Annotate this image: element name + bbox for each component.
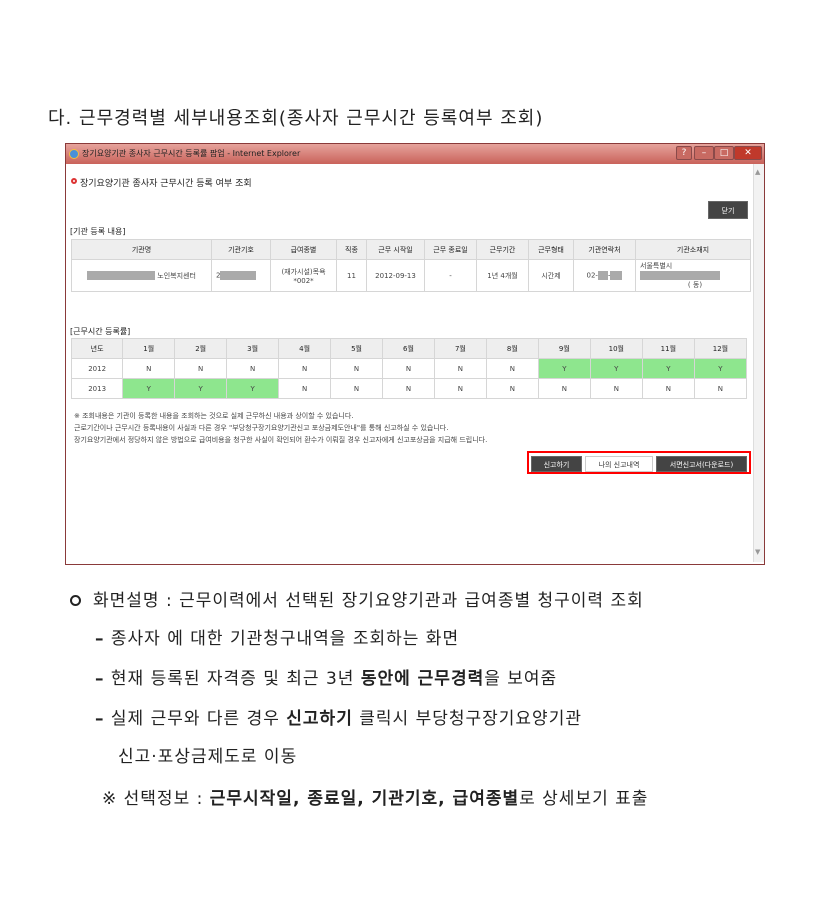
download-form-button[interactable]: 서면신고서(다운로드) [656,456,747,472]
col-header: 5월 [330,338,383,359]
scrollbar[interactable]: ▲ ▼ [753,164,764,562]
col-header: 근무형태 [528,239,574,260]
bullet-icon [71,178,77,184]
col-header: 4월 [278,338,332,359]
col-header: 기관명 [71,239,212,260]
cell-form: 시간제 [528,259,574,292]
registration-table: 기관명 기관기호 급여종별 직종 근무 시작일 근무 종료일 근무기간 근무형태… [71,239,751,292]
bullet-item: – 실제 근무와 다른 경우 신고하기 클릭시 부당청구장기요양기관 [95,709,582,729]
month-cell: N [330,358,383,379]
col-header: 기관기호 [211,239,271,260]
month-cell: N [174,358,228,379]
col-header: 3월 [226,338,280,359]
work-hours-table: 년도 1월 2월 3월 4월 5월 6월 7월 8월 9월 10월 11월 12월 2012 N N N N N N N… [70,338,748,399]
table-row: 2013 Y Y Y N N N N N N N N N [70,378,748,399]
month-cell: N [485,378,539,399]
scroll-down-icon[interactable]: ▼ [755,548,761,556]
table-row: 2012 N N N N N N N N Y Y Y Y [70,358,748,379]
col-header: 9월 [537,338,591,359]
col-header: 기관연락처 [573,239,636,260]
section-work-hours: [근무시간 등록률] [70,327,131,336]
cell-address: 서울특별시 ( 동) [635,259,751,292]
cell-end: - [424,259,477,292]
col-header: 기관소재지 [635,239,751,260]
month-cell: N [641,378,695,399]
month-cell: N [433,358,487,379]
month-cell: Y [226,378,280,399]
cell-job: 11 [336,259,367,292]
bullet-item: ※ 선택정보 : 근무시작일, 종료일, 기관기호, 급여종별로 상세보기 표출 [102,789,649,809]
col-header: 6월 [382,338,435,359]
month-cell: N [693,378,748,399]
col-header: 10월 [589,338,643,359]
month-cell: N [226,358,280,379]
month-cell: N [589,378,643,399]
year-cell: 2013 [70,378,124,399]
bullet-item: – 종사자 에 대한 기관청구내역을 조회하는 화면 [95,629,460,649]
table-row[interactable]: 노인복지센터 2 (재가시설)목욕 *002* 11 2012-09-13 - 1… [71,259,751,292]
col-header: 근무기간 [476,239,529,260]
col-header: 년도 [70,338,124,359]
bullet-item: 신고·포상금제도로 이동 [118,747,298,767]
section-registration: [기관 등록 내용] [70,227,126,236]
cell-code: 2 [211,259,271,292]
page-title: 장기요양기관 종사자 근무시간 등록 여부 조회 [80,179,252,189]
month-cell: N [122,358,176,379]
month-cell: Y [122,378,176,399]
col-header: 근무 종료일 [424,239,477,260]
close-button[interactable]: 닫기 [708,201,748,219]
popup-content: 장기요양기관 종사자 근무시간 등록 여부 조회 닫기 [기관 등록 내용] 기… [70,164,753,562]
col-header: 2월 [174,338,228,359]
month-cell: Y [693,358,748,379]
month-cell: N [382,358,435,379]
highlight-box: 신고하기 나의 신고내역 서면신고서(다운로드) [527,451,751,474]
col-header: 7월 [433,338,487,359]
cell-name: 노인복지센터 [71,259,212,292]
cell-period: 1년 4개월 [476,259,529,292]
report-button[interactable]: 신고하기 [531,456,582,472]
col-header: 직종 [336,239,367,260]
maximize-button[interactable]: □ [714,146,734,160]
cell-start: 2012-09-13 [366,259,425,292]
col-header: 1월 [122,338,176,359]
note-line: ※ 조회내용은 기관이 등록한 내용을 조회하는 것으로 실제 근무하신 내용과… [74,412,354,420]
month-cell: Y [589,358,643,379]
month-cell: N [330,378,383,399]
note-line: 근로기간이나 근무시간 등록내용이 사실과 다른 경우 "부당청구장기요양기관신… [74,424,449,432]
my-reports-button[interactable]: 나의 신고내역 [585,456,653,472]
scroll-up-icon[interactable]: ▲ [755,168,761,176]
col-header: 11월 [641,338,695,359]
note-line: 장기요양기관에서 정당하지 않은 방법으로 급여비용을 청구한 사실이 확인되어… [74,436,488,444]
bullet-item: – 현재 등록된 자격증 및 최근 3년 동안에 근무경력을 보여줌 [95,669,558,689]
month-cell: N [485,358,539,379]
col-header: 12월 [693,338,748,359]
col-header: 8월 [485,338,539,359]
month-cell: N [278,378,332,399]
month-cell: N [537,378,591,399]
month-cell: N [382,378,435,399]
col-header: 급여종별 [270,239,337,260]
minimize-button[interactable]: – [694,146,714,160]
bullet-item: 화면설명 : 근무이력에서 선택된 장기요양기관과 급여종별 청구이력 조회 [70,586,644,611]
month-cell: Y [174,378,228,399]
section-heading: 다. 근무경력별 세부내용조회(종사자 근무시간 등록여부 조회) [48,108,544,129]
window-close-button[interactable]: ✕ [734,146,762,160]
ie-popup-screenshot: 장기요양기관 종사자 근무시간 등록률 팝업 - Internet Explor… [65,143,765,565]
month-cell: N [433,378,487,399]
window-titlebar: 장기요양기관 종사자 근무시간 등록률 팝업 - Internet Explor… [66,144,764,164]
help-icon[interactable]: ? [676,146,692,160]
month-cell: Y [537,358,591,379]
year-cell: 2012 [70,358,124,379]
month-cell: Y [641,358,695,379]
month-cell: N [278,358,332,379]
ie-icon [69,149,79,159]
col-header: 근무 시작일 [366,239,425,260]
cell-type: (재가시설)목욕 *002* [270,259,337,292]
window-title: 장기요양기관 종사자 근무시간 등록률 팝업 - Internet Explor… [82,149,301,158]
circle-bullet-icon [70,595,81,606]
cell-phone: 02- - [573,259,636,292]
